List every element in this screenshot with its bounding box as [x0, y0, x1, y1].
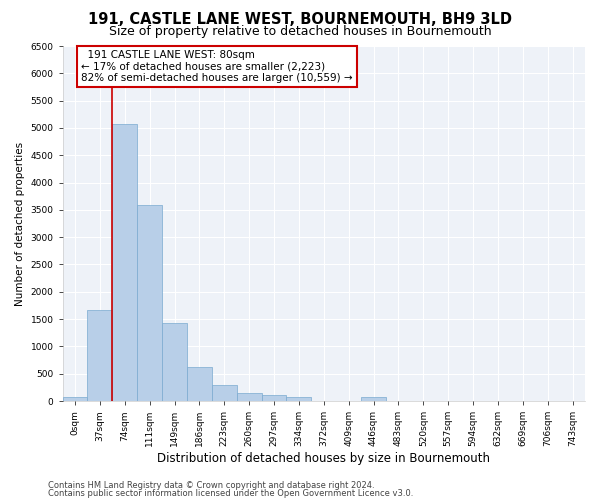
Text: Contains public sector information licensed under the Open Government Licence v3: Contains public sector information licen…	[48, 488, 413, 498]
Bar	[162, 323, 187, 401]
Bar	[88, 310, 112, 401]
Bar	[137, 205, 162, 401]
Text: Contains HM Land Registry data © Crown copyright and database right 2024.: Contains HM Land Registry data © Crown c…	[48, 481, 374, 490]
Bar	[62, 397, 88, 401]
Y-axis label: Number of detached properties: Number of detached properties	[15, 142, 25, 306]
Text: 191, CASTLE LANE WEST, BOURNEMOUTH, BH9 3LD: 191, CASTLE LANE WEST, BOURNEMOUTH, BH9 …	[88, 12, 512, 28]
Text: Size of property relative to detached houses in Bournemouth: Size of property relative to detached ho…	[109, 25, 491, 38]
Text: 191 CASTLE LANE WEST: 80sqm
← 17% of detached houses are smaller (2,223)
82% of : 191 CASTLE LANE WEST: 80sqm ← 17% of det…	[81, 50, 353, 83]
Bar	[212, 384, 237, 401]
Bar	[187, 367, 212, 401]
Bar	[286, 397, 311, 401]
Bar	[112, 124, 137, 401]
Bar	[361, 397, 386, 401]
Bar	[237, 392, 262, 401]
Bar	[262, 395, 286, 401]
X-axis label: Distribution of detached houses by size in Bournemouth: Distribution of detached houses by size …	[157, 452, 490, 465]
